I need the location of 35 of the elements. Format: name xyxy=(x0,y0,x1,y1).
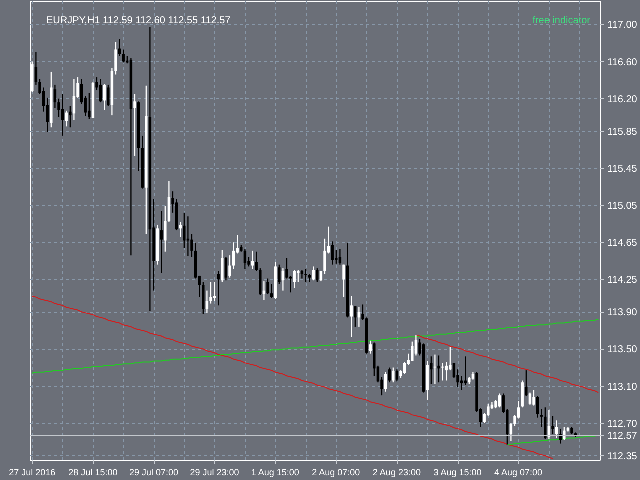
text: EURJPY,H1 112.59 112.60 112.55 112.57 xyxy=(46,16,232,26)
x-tick-label: 4 Aug 07:00 xyxy=(494,468,543,478)
y-tick-label: 113.90 xyxy=(608,308,638,319)
line-series xyxy=(32,319,600,374)
annotation: free indicator xyxy=(532,16,592,26)
y-tick-label: 114.25 xyxy=(608,275,638,286)
y-tick-label: 117.00 xyxy=(608,20,638,32)
candlestick xyxy=(61,94,64,136)
y-tick-label: 112.35 xyxy=(608,451,638,462)
candlestick xyxy=(441,363,444,381)
y-tick-label: 112.70 xyxy=(608,418,638,430)
y-tick-label: 113.10 xyxy=(608,382,638,393)
y-tick-label: 113.50 xyxy=(608,344,638,356)
y-tick-label: 116.60 xyxy=(608,57,638,68)
x-tick-label: 1 Aug 15:00 xyxy=(251,468,300,478)
candlestick xyxy=(358,308,361,327)
x-tick-label: 2 Aug 23:00 xyxy=(372,468,421,478)
x-tick-label: 2 Aug 07:00 xyxy=(312,468,360,478)
line-series xyxy=(416,334,600,394)
y-tick-label: 115.85 xyxy=(608,126,638,138)
line-series xyxy=(32,296,554,460)
y-tick-label: 115.05 xyxy=(608,201,638,212)
x-tick-label: 28 Jul 15:00 xyxy=(68,468,118,478)
x-tick-label: 29 Jul 23:00 xyxy=(190,468,240,478)
x-tick-label: 27 Jul 2016 xyxy=(9,468,56,478)
x-tick-label: 29 Jul 07:00 xyxy=(129,468,179,478)
candlestick xyxy=(130,58,133,256)
candlestick xyxy=(251,250,254,270)
y-tick-label: 115.45 xyxy=(608,164,638,175)
candlestick xyxy=(434,354,437,384)
y-tick-label: 114.65 xyxy=(608,238,638,250)
y-tick-label: 116.20 xyxy=(608,94,638,106)
ref-line-label: 112.57 xyxy=(608,430,638,442)
x-tick-label: 3 Aug 15:00 xyxy=(434,468,482,478)
candlestick xyxy=(270,284,274,298)
